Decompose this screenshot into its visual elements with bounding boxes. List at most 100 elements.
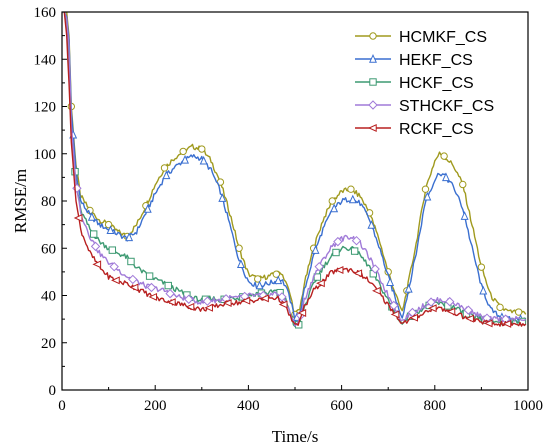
series-point (278, 300, 288, 309)
series-point (92, 260, 102, 269)
series-point (314, 261, 324, 272)
x-tick-label: 0 (58, 398, 66, 414)
series-point (255, 280, 264, 290)
series-point (73, 214, 83, 222)
series-point (272, 270, 281, 278)
series-point (445, 296, 455, 307)
series-point (89, 230, 98, 238)
series-RCKF_CS (63, 12, 527, 328)
series-point (236, 259, 245, 269)
legend-marker (369, 32, 377, 40)
series-point (145, 272, 154, 280)
series-point (254, 275, 262, 283)
series-point (222, 299, 232, 308)
series-point (426, 297, 436, 307)
y-tick-label: 80 (41, 194, 56, 210)
series-point (460, 211, 469, 220)
series-point (372, 286, 381, 295)
series-point (125, 232, 134, 242)
series-point (87, 212, 96, 221)
series-point (465, 314, 474, 323)
y-tick-label: 0 (49, 383, 57, 399)
legend-item: HEKF_CS (355, 52, 473, 69)
x-tick-label: 400 (237, 398, 260, 414)
series-point (184, 294, 194, 304)
series-point (185, 302, 195, 311)
series-point (218, 193, 227, 202)
legend-label: HCMKF_CS (399, 29, 487, 46)
series-point (106, 225, 115, 234)
series-point (199, 155, 208, 165)
series-point (386, 277, 395, 286)
series-HEKF_CS (63, 12, 527, 323)
legend-marker (369, 78, 377, 86)
series-point (316, 279, 325, 288)
legend-marker (367, 124, 377, 132)
legend-item: HCKF_CS (355, 75, 474, 92)
series-point (404, 283, 413, 293)
series-point (514, 308, 523, 316)
series-point (350, 247, 359, 255)
series-point (129, 283, 139, 292)
y-tick-label: 120 (34, 100, 57, 116)
series-point (483, 319, 493, 328)
series-point (198, 145, 206, 153)
series-point (311, 245, 320, 254)
series-point (128, 274, 138, 285)
y-tick-label: 100 (34, 147, 57, 163)
series-point (389, 300, 399, 311)
y-tick-label: 160 (34, 5, 57, 21)
series-point (332, 248, 340, 257)
y-axis-label: RMSE/m (11, 169, 30, 233)
x-tick-label: 600 (330, 398, 353, 414)
series-point (202, 296, 213, 306)
series-point (111, 276, 120, 285)
series-point (260, 294, 269, 303)
legend-label: HCKF_CS (399, 75, 474, 92)
legend-item: RCKF_CS (355, 121, 474, 138)
series-point (423, 191, 432, 201)
series-point (409, 313, 418, 322)
axis-ticks: 0 200 400 600 800 1000 0 20 40 60 80 100 120 140 160 (34, 5, 544, 414)
series-point (146, 282, 157, 293)
series-point (179, 147, 187, 156)
x-axis-label: Time/s (272, 427, 319, 446)
legend-marker (369, 53, 377, 63)
series-point (90, 241, 101, 252)
series-point (277, 292, 287, 302)
series-point (502, 319, 512, 328)
series-point (446, 307, 456, 316)
series-STHCKF_CS (63, 12, 527, 327)
series-point (164, 281, 172, 290)
series-point (330, 203, 339, 213)
series-point (390, 310, 400, 319)
series-point (442, 172, 450, 182)
series-point (181, 154, 190, 164)
series-point (334, 266, 344, 274)
series-point (351, 235, 362, 246)
series-point (328, 197, 336, 205)
x-tick-label: 800 (424, 398, 447, 414)
legend-marker (368, 100, 378, 110)
legend-label: STHCKF_CS (399, 98, 494, 115)
legend-item: STHCKF_CS (355, 98, 494, 115)
series-point (427, 304, 437, 313)
series-point (297, 309, 307, 317)
series-point (496, 303, 504, 312)
legend-item: HCMKF_CS (355, 29, 487, 46)
series-point (166, 298, 176, 307)
x-tick-label: 1000 (513, 398, 543, 414)
x-tick-label: 200 (144, 398, 167, 414)
series-point (313, 273, 322, 281)
series-point (162, 170, 171, 180)
series-point (463, 305, 474, 315)
legend: HCMKF_CS HEKF_CS HCKF_CS STHCKF_CS RCKF_CS (355, 29, 494, 138)
series-point (127, 257, 135, 266)
series-point (241, 296, 251, 305)
series-point (143, 204, 152, 213)
series-clip-group (63, 12, 527, 329)
series-layer (63, 12, 527, 329)
series-point (333, 236, 343, 247)
series-point (459, 180, 467, 189)
